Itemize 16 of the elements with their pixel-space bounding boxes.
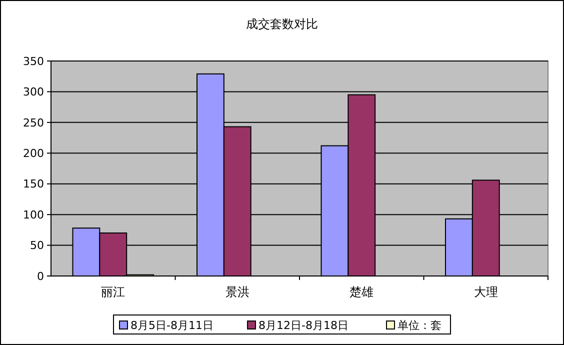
- legend-label: 8月12日-8月18日: [258, 319, 348, 332]
- y-tick-label: 350: [23, 54, 44, 68]
- legend-label: 单位：套: [398, 319, 442, 332]
- y-tick-label: 250: [23, 116, 44, 130]
- chart-title: 成交套数对比: [246, 17, 318, 31]
- x-tick-label: 景洪: [225, 285, 250, 299]
- y-tick-label: 50: [30, 239, 44, 252]
- legend-label: 8月5日-8月11日: [130, 319, 214, 332]
- x-tick-label: 楚雄: [350, 285, 374, 299]
- y-tick-label: 300: [23, 86, 44, 99]
- y-tick-label: 200: [23, 146, 44, 160]
- y-tick-label: 0: [37, 270, 44, 283]
- x-tick-label: 大理: [474, 285, 498, 299]
- x-tick-label: 丽江: [101, 285, 126, 299]
- y-tick-label: 100: [23, 208, 44, 222]
- y-tick-label: 150: [23, 178, 44, 191]
